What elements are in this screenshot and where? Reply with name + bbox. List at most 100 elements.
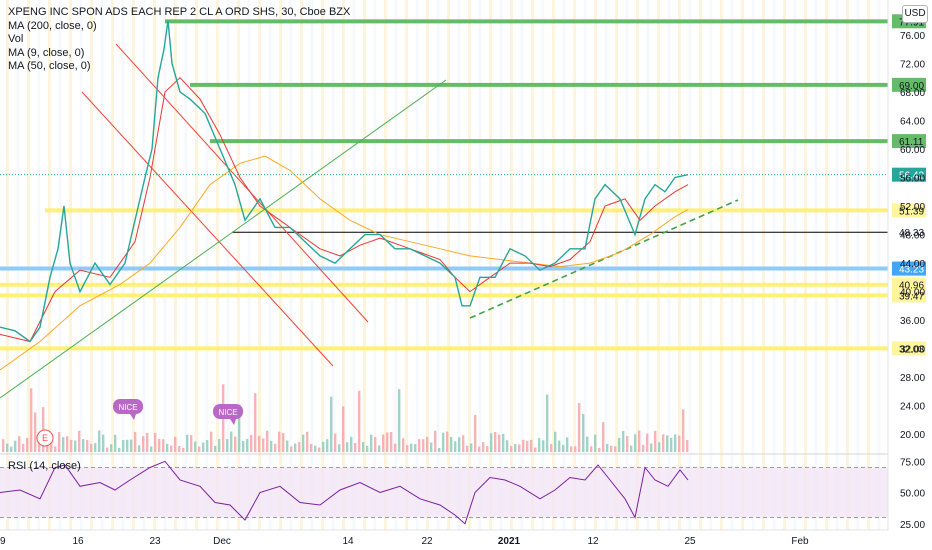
session-stripe [331,0,335,530]
session-stripe [426,0,429,530]
volume-bar [626,436,629,452]
legend-ma200[interactable]: MA (200, close, 0) [8,19,97,32]
volume-bar [602,422,605,452]
volume-bar [498,434,501,452]
session-stripe [699,0,702,530]
price-tick-label: 76.00 [900,31,925,42]
volume-bar [34,412,37,452]
level-label: 32.03 [899,344,924,355]
level-label-bg [892,277,926,292]
legend-ma50[interactable]: MA (50, close, 0) [8,60,91,72]
last-price-bg [892,167,926,182]
session-stripe [405,0,408,530]
price-tick-label: 52.00 [900,202,925,213]
price-tick-label: 36.00 [900,316,925,327]
level-label-bg [892,134,926,149]
volume-bar [346,442,349,452]
volume-bar [382,434,385,452]
volume-bar [378,445,381,452]
session-stripe [510,0,513,530]
volume-bar [298,442,301,452]
volume-bar [686,440,689,452]
volume-bar [410,443,413,452]
session-stripe [226,0,230,530]
session-stripe [489,0,492,530]
level-label: 69.00 [899,81,924,92]
price-tick-label: 56.00 [900,174,925,185]
session-stripe [478,0,482,530]
session-stripe [825,0,828,530]
legend-vol[interactable]: Vol [8,33,24,45]
volume-bar [598,447,601,452]
volume-bar [674,434,677,452]
session-stripe [111,0,114,530]
nice-label: NICE [218,408,237,417]
volume-bar [390,432,393,452]
session-stripe [321,0,324,530]
volume-bar [70,439,73,452]
volume-bar [162,439,165,452]
volume-bar [2,439,5,452]
volume-bar [254,393,257,452]
volume-bar [322,441,325,452]
volume-bar [270,440,273,452]
volume-bar [658,442,661,452]
volume-bar [314,445,317,452]
legend-ma9[interactable]: MA (9, close, 0) [8,46,85,59]
level-label-bg [892,225,926,240]
volume-bar [154,433,157,452]
volume-bar [606,443,609,452]
volume-bar [30,388,33,452]
volume-bar [366,445,369,452]
session-stripe [783,0,786,530]
horizontal-levels: 77.9169.0061.1151.3948.3343.2340.9639.47… [0,14,926,356]
session-stripe [846,0,849,530]
volume-bar [158,439,161,452]
nice-label: NICE [118,403,137,412]
session-stripe [279,0,282,530]
volume-bar [614,446,617,452]
volume-bar [522,439,525,452]
session-stripe [625,0,629,530]
level-label: 39.47 [899,291,924,302]
price-tick-label: 28.00 [900,373,925,384]
volume-bar [358,390,361,452]
session-stripe [174,0,177,530]
session-stripe [835,0,839,530]
time-tick-label: 22 [421,536,433,547]
volume-bar [542,440,545,452]
session-stripe [37,0,41,530]
volume-bar [122,440,125,452]
volume-bar [266,430,269,452]
volume-bar [534,447,537,452]
level-label: 61.11 [899,137,924,148]
earnings-label: E [42,433,48,443]
bubble-tail [230,419,236,425]
volume-bar [186,434,189,452]
symbol-title[interactable]: XPENG INC SPON ADS EACH REP 2 CL A ORD S… [8,6,351,18]
time-tick-label: 9 [0,536,6,547]
volume-bar [230,431,233,452]
level-label-bg [892,261,926,276]
currency-button[interactable]: USD [902,5,928,23]
volume-bar [306,431,309,452]
volume-bar [450,436,453,452]
session-stripe [27,0,30,530]
volume-bar [250,435,253,452]
session-stripe [205,0,209,530]
rsi-legend[interactable]: RSI (14, close) [8,460,81,472]
volume-bar [570,446,573,452]
ma50-line [0,155,689,371]
volume-bar [246,438,249,452]
volume-bar [214,445,217,452]
session-stripe [100,0,104,530]
volume-bar [54,446,57,452]
volume-bar [438,447,441,452]
volume-bar [406,445,409,452]
volume-bar [370,434,373,452]
session-stripe [457,0,461,530]
volume-bar [138,445,141,452]
volume-bar [114,434,117,452]
volume-bar [142,436,145,452]
